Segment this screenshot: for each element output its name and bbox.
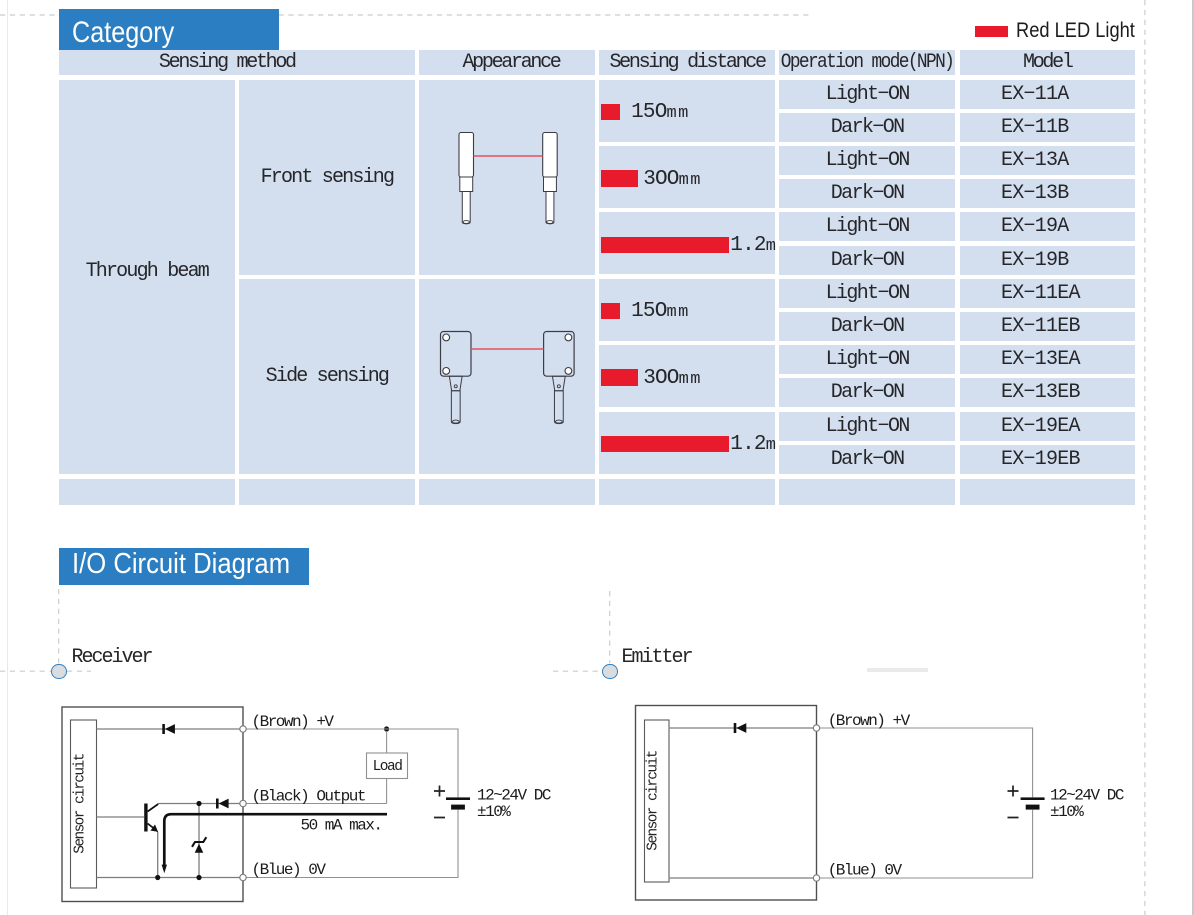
svg-text:±10%: ±10% — [1050, 803, 1084, 821]
svg-text:(Blue) 0V: (Blue) 0V — [828, 862, 903, 880]
svg-text:±10%: ±10% — [477, 803, 511, 821]
svg-text:12~24V DC: 12~24V DC — [477, 787, 551, 805]
svg-text:Sensor circuit: Sensor circuit — [646, 750, 662, 850]
svg-text:(Blue) 0V: (Blue) 0V — [252, 861, 327, 879]
svg-text:(Black) Output: (Black) Output — [252, 787, 365, 805]
svg-text:Sensor circuit: Sensor circuit — [73, 753, 89, 853]
svg-text:50 mA max.: 50 mA max. — [301, 817, 382, 835]
svg-text:(Brown) +V: (Brown) +V — [828, 712, 911, 730]
svg-text:Load: Load — [373, 759, 403, 775]
svg-text:(Brown) +V: (Brown) +V — [252, 713, 335, 731]
svg-text:12~24V DC: 12~24V DC — [1050, 787, 1124, 805]
